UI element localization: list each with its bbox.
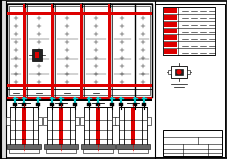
Bar — [7, 97, 151, 100]
Bar — [118, 103, 122, 106]
Bar — [6, 117, 10, 125]
Circle shape — [176, 69, 181, 75]
Bar — [163, 35, 176, 40]
Bar — [87, 103, 91, 106]
Bar — [96, 107, 100, 149]
Bar — [163, 15, 176, 20]
Bar — [7, 99, 151, 101]
Bar — [114, 117, 118, 125]
Bar — [108, 4, 111, 97]
Bar — [44, 144, 78, 149]
Bar — [23, 4, 26, 97]
Bar — [116, 144, 149, 149]
Bar — [43, 117, 47, 125]
Bar — [75, 117, 79, 125]
Bar — [80, 4, 83, 97]
Bar — [1, 1, 6, 158]
Bar — [22, 103, 26, 106]
Bar — [118, 107, 146, 149]
Bar — [32, 49, 42, 61]
Bar — [59, 103, 63, 106]
Bar — [154, 4, 224, 157]
Bar — [186, 70, 189, 74]
Bar — [170, 66, 186, 78]
Bar — [73, 103, 77, 106]
Bar — [162, 7, 214, 55]
Bar — [13, 103, 17, 106]
Bar — [163, 42, 176, 47]
Bar — [50, 103, 54, 106]
Bar — [163, 8, 176, 13]
Bar — [163, 22, 176, 27]
Bar — [80, 117, 84, 125]
Bar — [22, 107, 26, 149]
Bar — [83, 149, 113, 153]
Bar — [7, 4, 151, 97]
Bar — [38, 117, 42, 125]
Bar — [167, 70, 170, 74]
Bar — [141, 103, 145, 106]
Bar — [46, 149, 76, 153]
Bar — [109, 103, 114, 106]
Bar — [51, 4, 54, 97]
Bar — [84, 107, 111, 149]
Bar — [163, 49, 176, 54]
Bar — [59, 107, 63, 149]
Bar — [132, 103, 136, 106]
Bar — [7, 144, 41, 149]
Bar — [7, 12, 151, 15]
Bar — [7, 84, 151, 87]
Bar — [10, 107, 38, 149]
Bar — [9, 149, 39, 153]
Bar — [118, 149, 147, 153]
Bar — [163, 29, 176, 33]
Bar — [111, 117, 116, 125]
Bar — [35, 52, 39, 58]
Bar — [36, 103, 40, 106]
Bar — [96, 103, 100, 106]
Bar — [9, 6, 149, 95]
Bar — [81, 144, 114, 149]
Bar — [131, 107, 134, 149]
Bar — [146, 117, 150, 125]
Bar — [162, 130, 221, 156]
Bar — [47, 107, 75, 149]
Bar — [174, 69, 182, 75]
